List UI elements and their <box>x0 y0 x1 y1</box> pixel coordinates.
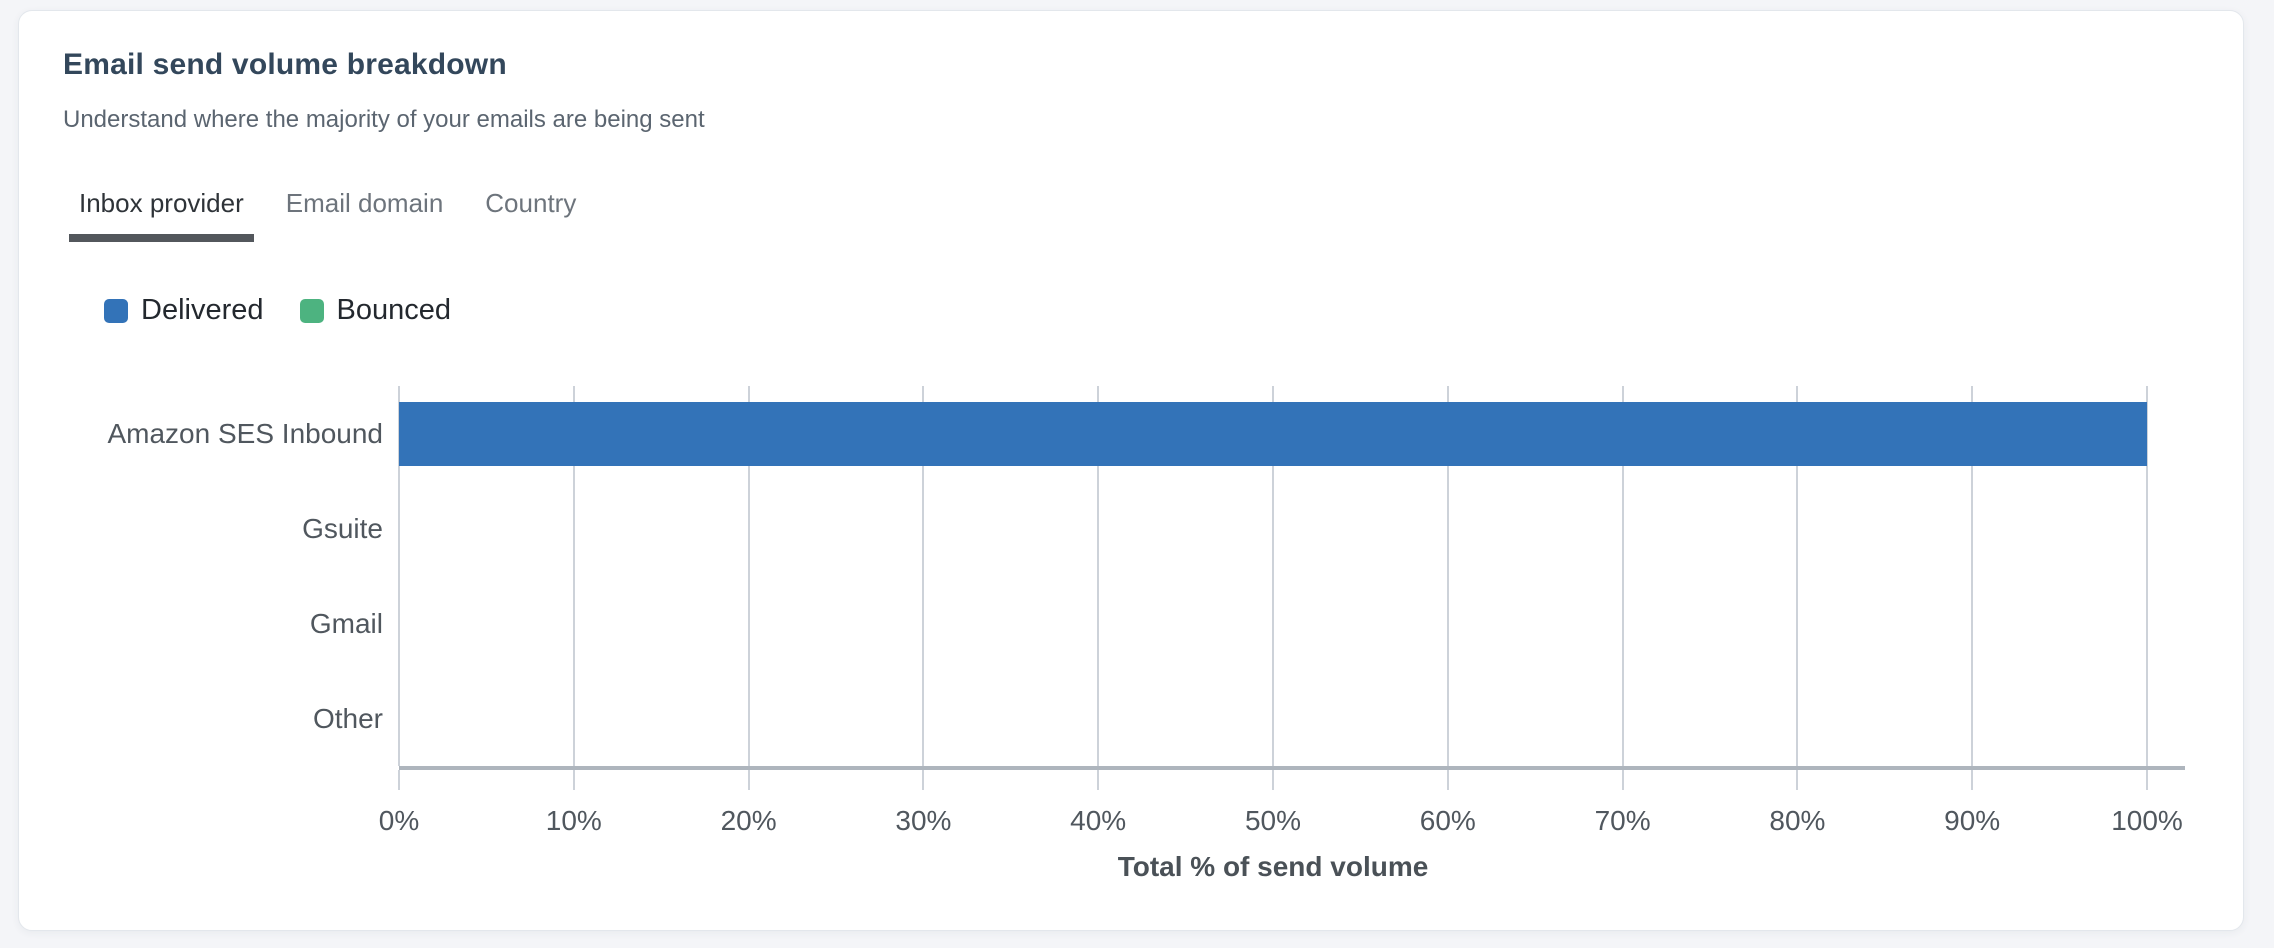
tick-10 <box>572 770 575 790</box>
x-axis-title: Total % of send volume <box>1117 851 1429 882</box>
email-send-volume-card: Email send volume breakdown Understand w… <box>18 10 2244 931</box>
tick-20 <box>747 770 750 790</box>
tick-30 <box>922 770 925 790</box>
gridline-70 <box>1621 386 1624 766</box>
bar-delivered-amazon-ses-inbound[interactable] <box>399 401 2147 466</box>
gridline-0 <box>398 386 400 766</box>
gridline-20 <box>747 386 750 766</box>
x-tick-label-100: 100% <box>2111 805 2183 836</box>
legend-swatch-delivered <box>104 298 128 323</box>
legend-label-delivered: Delivered <box>141 294 264 326</box>
tick-100 <box>2146 770 2148 790</box>
x-tick-label-80: 80% <box>1769 805 1826 836</box>
tick-0 <box>398 770 400 790</box>
gridline-40 <box>1097 386 1100 766</box>
tick-70 <box>1621 770 1624 790</box>
legend-swatch-bounced <box>299 298 324 323</box>
tick-80 <box>1796 770 1799 790</box>
gridline-10 <box>572 386 575 766</box>
x-tick-label-70: 70% <box>1594 805 1651 836</box>
y-axis-label-gsuite: Gsuite <box>302 512 383 544</box>
x-axis-tick-labels: 0% 10% 20% 30% 40% 50% 60% 70% 80% 90% 100% <box>379 803 2183 839</box>
tab-inbox-provider[interactable]: Inbox provider <box>69 187 254 242</box>
x-tick-label-30: 30% <box>895 805 952 836</box>
x-tick-label-50: 50% <box>1244 805 1302 836</box>
tab-email-domain[interactable]: Email domain <box>285 188 444 218</box>
x-tick-label-90: 90% <box>1944 805 2001 836</box>
x-tick-label-40: 40% <box>1070 805 1127 836</box>
card-title: Email send volume breakdown <box>63 48 507 81</box>
x-tick-label-60: 60% <box>1419 805 1476 836</box>
x-axis-line <box>399 766 2185 770</box>
gridline-90 <box>1971 386 1974 766</box>
x-tick-label-0: 0% <box>378 805 420 836</box>
tab-country[interactable]: Country <box>485 188 577 218</box>
tick-60 <box>1446 770 1449 790</box>
tick-40 <box>1097 770 1100 790</box>
y-axis-labels: Amazon SES Inbound Gsuite Gmail Other <box>63 386 385 766</box>
x-tick-label-10: 10% <box>545 805 602 836</box>
gridline-80 <box>1796 386 1799 766</box>
gridline-100 <box>2146 386 2148 766</box>
gridline-50 <box>1272 386 1274 766</box>
card-subtitle: Understand where the majority of your em… <box>63 106 705 133</box>
y-axis-label-gmail: Gmail <box>309 607 383 639</box>
legend-label-bounced: Bounced <box>336 294 452 326</box>
gridline-30 <box>922 386 925 766</box>
tick-90 <box>1971 770 1974 790</box>
y-axis-label-other: Other <box>312 702 383 734</box>
legend-item-delivered[interactable]: Delivered <box>104 294 264 327</box>
legend-item-bounced[interactable]: Bounced <box>299 294 452 327</box>
plot-area <box>398 386 2148 766</box>
tabs: Inbox provider Email domain Country <box>69 187 608 242</box>
x-tick-label-20: 20% <box>720 805 777 836</box>
x-axis-ticks <box>398 770 2148 790</box>
gridline-60 <box>1446 386 1449 766</box>
y-axis-label-amazon-ses-inbound: Amazon SES Inbound <box>107 417 383 449</box>
tick-50 <box>1272 770 1274 790</box>
chart-legend: Delivered Bounced <box>104 294 451 327</box>
